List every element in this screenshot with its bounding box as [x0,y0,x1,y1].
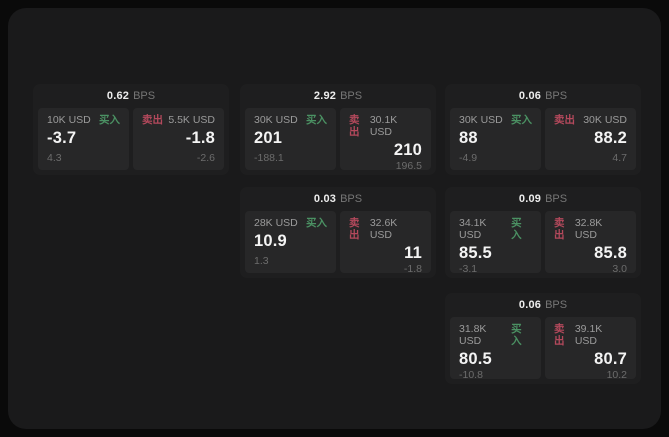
buy-pane[interactable]: 10K USD 买入 -3.7 4.3 [38,108,129,170]
buy-delta: 1.3 [254,255,269,267]
sell-price: 11 [404,244,422,262]
bps-value: 2.92 [313,90,337,102]
sell-pane[interactable]: 卖出 30.1K USD 210 196.5 [340,108,431,172]
sell-price: 80.7 [594,350,627,368]
buy-pane[interactable]: 30K USD 买入 88 -4.9 [450,108,541,170]
sell-amount: 32.8K USD [574,217,603,241]
sell-price: 85.8 [594,244,627,262]
buy-delta: -188.1 [254,152,284,164]
sell-delta: -2.6 [196,152,215,164]
bps-value: 0.06 [518,299,542,311]
buy-amount: 34.1K USD [459,217,487,241]
sell-label: 卖出 [349,114,360,138]
sell-price: 210 [393,141,422,159]
sell-label: 卖出 [349,217,360,241]
sell-delta: 4.7 [612,152,627,164]
quote-card-5: 0.09 BPS 34.1K USD 买入 85.5 -3.1 卖出 32.8K… [445,187,641,278]
bps-header: 0.62 BPS [33,84,229,105]
buy-delta: -3.1 [459,263,478,275]
sell-label: 卖出 [554,217,565,241]
app-window: 0.62 BPS 10K USD 买入 -3.7 4.3 卖出 5.5K USD… [8,8,661,429]
sell-price: -1.8 [185,129,215,147]
bps-unit-label: BPS [340,193,363,205]
bps-unit-label: BPS [545,299,568,311]
sell-label: 卖出 [554,114,575,126]
quote-card-1: 0.62 BPS 10K USD 买入 -3.7 4.3 卖出 5.5K USD… [33,84,229,175]
buy-delta: -4.9 [459,152,478,164]
buy-label: 买入 [306,114,327,126]
quote-card-2: 2.92 BPS 30K USD 买入 201 -188.1 卖出 30.1K … [240,84,436,175]
bps-unit-label: BPS [340,90,363,102]
buy-price: 80.5 [459,350,492,368]
buy-price: -3.7 [47,129,77,147]
bps-header: 0.03 BPS [240,187,436,208]
buy-pane[interactable]: 31.8K USD 买入 80.5 -10.8 [450,317,541,381]
buy-pane[interactable]: 34.1K USD 买入 85.5 -3.1 [450,211,541,275]
sell-label: 卖出 [554,323,565,347]
buy-price: 85.5 [459,244,492,262]
sell-amount: 30.1K USD [369,114,398,138]
buy-price: 10.9 [254,232,287,250]
bps-value: 0.62 [106,90,130,102]
bps-unit-label: BPS [545,193,568,205]
sell-delta: -1.8 [403,263,422,275]
sell-delta: 3.0 [612,263,627,275]
buy-amount: 31.8K USD [459,323,487,347]
buy-label: 买入 [511,114,532,126]
sell-pane[interactable]: 卖出 32.6K USD 11 -1.8 [340,211,431,275]
bps-header: 0.06 BPS [445,84,641,105]
bps-value: 0.09 [518,193,542,205]
sell-amount: 30K USD [583,114,627,126]
sell-pane[interactable]: 卖出 39.1K USD 80.7 10.2 [545,317,636,381]
buy-price: 201 [254,129,283,147]
sell-pane[interactable]: 卖出 5.5K USD -1.8 -2.6 [133,108,224,170]
buy-pane[interactable]: 30K USD 买入 201 -188.1 [245,108,336,170]
bps-header: 0.06 BPS [445,293,641,314]
buy-amount: 30K USD [254,114,298,126]
quote-card-3: 0.06 BPS 30K USD 买入 88 -4.9 卖出 30K USD 8… [445,84,641,175]
buy-delta: -10.8 [459,369,483,381]
buy-label: 买入 [511,323,522,347]
sell-delta: 196.5 [395,160,422,172]
sell-price: 88.2 [594,129,627,147]
buy-pane[interactable]: 28K USD 买入 10.9 1.3 [245,211,336,273]
bps-header: 0.09 BPS [445,187,641,208]
sell-amount: 39.1K USD [574,323,603,347]
buy-label: 买入 [511,217,522,241]
sell-label: 卖出 [142,114,163,126]
bps-unit-label: BPS [545,90,568,102]
quote-card-6: 0.06 BPS 31.8K USD 买入 80.5 -10.8 卖出 39.1… [445,293,641,384]
bps-header: 2.92 BPS [240,84,436,105]
buy-delta: 4.3 [47,152,62,164]
buy-amount: 10K USD [47,114,91,126]
buy-amount: 28K USD [254,217,298,229]
buy-price: 88 [459,129,478,147]
buy-amount: 30K USD [459,114,503,126]
sell-delta: 10.2 [606,369,627,381]
sell-amount: 5.5K USD [168,114,215,126]
sell-pane[interactable]: 卖出 30K USD 88.2 4.7 [545,108,636,170]
sell-pane[interactable]: 卖出 32.8K USD 85.8 3.0 [545,211,636,275]
sell-amount: 32.6K USD [369,217,398,241]
buy-label: 买入 [99,114,120,126]
bps-value: 0.06 [518,90,542,102]
bps-value: 0.03 [313,193,337,205]
buy-label: 买入 [306,217,327,229]
quote-card-4: 0.03 BPS 28K USD 买入 10.9 1.3 卖出 32.6K US… [240,187,436,278]
bps-unit-label: BPS [133,90,156,102]
